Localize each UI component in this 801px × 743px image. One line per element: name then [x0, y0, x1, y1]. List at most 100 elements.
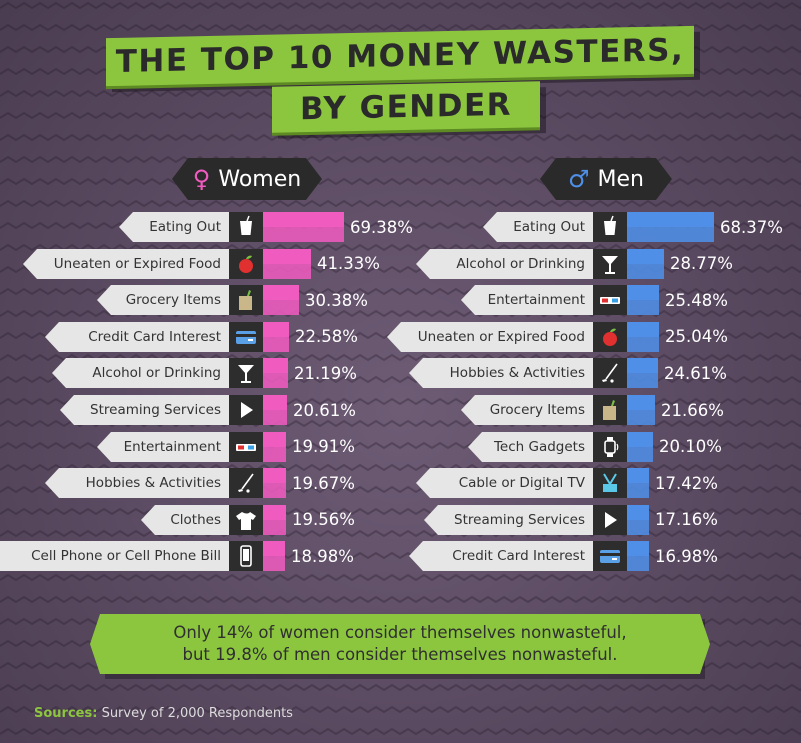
sources-label: Sources:: [34, 706, 98, 721]
women-bar: [263, 358, 288, 389]
women-value-label: 18.98%: [291, 546, 354, 566]
men-value-label: 24.61%: [664, 363, 727, 383]
credit-card-icon: [593, 541, 627, 572]
cell-phone-icon: [229, 541, 263, 572]
women-bar: [263, 431, 286, 462]
men-value-label: 20.10%: [659, 437, 722, 457]
callout-line-1: Only 14% of women consider themselves no…: [173, 623, 627, 642]
men-category-label: Hobbies & Activities: [409, 358, 593, 389]
apple-icon: [229, 248, 263, 279]
women-category-label: Clothes: [141, 504, 229, 535]
women-row: Streaming Services 20.61%: [0, 395, 801, 425]
women-category-label: Uneaten or Expired Food: [23, 248, 229, 279]
cup-icon: [593, 212, 627, 242]
golf-club-icon: [229, 468, 263, 499]
women-category-label: Alcohol or Drinking: [52, 358, 229, 389]
men-value-label: 17.16%: [655, 510, 718, 530]
women-value-label: 30.38%: [305, 290, 368, 310]
women-row: Alcohol or Drinking 21.19%: [0, 358, 801, 389]
men-category-label: Entertainment: [461, 285, 593, 316]
grocery-bag-icon: [229, 285, 263, 316]
men-value-label: 68.37%: [720, 217, 783, 237]
women-value-label: 20.61%: [293, 400, 356, 420]
women-value-label: 19.56%: [292, 510, 355, 530]
smartwatch-icon: [593, 431, 627, 462]
title-line-2: BY GENDER: [272, 81, 540, 133]
men-header: ♂ Men: [540, 158, 672, 200]
play-icon: [593, 504, 627, 535]
male-symbol-icon: ♂: [568, 165, 590, 193]
women-row: Grocery Items 30.38%: [0, 285, 801, 316]
men-bar: [627, 248, 664, 279]
tv-antenna-icon: [593, 468, 627, 499]
tshirt-icon: [229, 504, 263, 535]
summary-callout: Only 14% of women consider themselves no…: [90, 614, 710, 674]
men-row: Entertainment 25.48%: [0, 285, 801, 316]
women-row: Eating Out 69.38%: [0, 212, 801, 242]
men-row: Eating Out 68.37%: [0, 212, 801, 242]
men-value-label: 17.42%: [655, 473, 718, 493]
women-category-label: Cell Phone or Cell Phone Bill: [0, 541, 229, 572]
women-row: Entertainment 19.91%: [0, 431, 801, 462]
women-bar: [263, 468, 286, 499]
female-symbol-icon: ♀: [192, 165, 211, 193]
men-value-label: 16.98%: [655, 546, 718, 566]
men-bar: [627, 431, 653, 462]
women-header: ♀ Women: [172, 158, 322, 200]
men-row: Cable or Digital TV 17.42%: [0, 468, 801, 499]
women-value-label: 21.19%: [294, 363, 357, 383]
men-row: Grocery Items 21.66%: [0, 395, 801, 425]
cocktail-icon: [229, 358, 263, 389]
women-bar: [263, 285, 299, 316]
women-bar: [263, 541, 285, 572]
women-category-label: Streaming Services: [60, 395, 229, 425]
credit-card-icon: [229, 321, 263, 352]
women-value-label: 19.91%: [292, 437, 355, 457]
men-value-label: 25.48%: [665, 290, 728, 310]
men-value-label: 21.66%: [661, 400, 724, 420]
men-category-label: Cable or Digital TV: [416, 468, 593, 499]
men-value-label: 25.04%: [665, 327, 728, 347]
3d-glasses-icon: [229, 431, 263, 462]
men-row: Streaming Services 17.16%: [0, 504, 801, 535]
sources-text: Survey of 2,000 Respondents: [101, 706, 293, 721]
3d-glasses-icon: [593, 285, 627, 316]
women-category-label: Grocery Items: [97, 285, 229, 316]
women-row: Credit Card Interest 22.58%: [0, 321, 801, 352]
women-value-label: 69.38%: [350, 217, 413, 237]
callout-line-2: but 19.8% of men consider themselves non…: [182, 645, 618, 664]
women-bar: [263, 395, 287, 425]
sources-note: Sources: Survey of 2,000 Respondents: [34, 706, 293, 721]
men-category-label: Streaming Services: [424, 504, 593, 535]
men-category-label: Credit Card Interest: [409, 541, 593, 572]
women-bar: [263, 504, 286, 535]
men-row: Hobbies & Activities 24.61%: [0, 358, 801, 389]
men-category-label: Uneaten or Expired Food: [387, 321, 593, 352]
women-row: Hobbies & Activities 19.67%: [0, 468, 801, 499]
play-icon: [229, 395, 263, 425]
women-row: Uneaten or Expired Food 41.33%: [0, 248, 801, 279]
golf-club-icon: [593, 358, 627, 389]
men-bar: [627, 395, 655, 425]
women-category-label: Eating Out: [119, 212, 229, 242]
men-bar: [627, 358, 658, 389]
men-bar: [627, 468, 649, 499]
men-bar: [627, 321, 659, 352]
women-category-label: Hobbies & Activities: [45, 468, 229, 499]
women-bar: [263, 321, 289, 352]
women-value-label: 22.58%: [295, 327, 358, 347]
men-row: Alcohol or Drinking 28.77%: [0, 248, 801, 279]
men-category-label: Alcohol or Drinking: [416, 248, 593, 279]
men-category-label: Tech Gadgets: [468, 431, 593, 462]
men-category-label: Grocery Items: [461, 395, 593, 425]
women-header-label: Women: [218, 166, 302, 192]
cup-icon: [229, 212, 263, 242]
cocktail-icon: [593, 248, 627, 279]
women-value-label: 41.33%: [317, 254, 380, 274]
men-row: Credit Card Interest 16.98%: [0, 541, 801, 572]
men-category-label: Eating Out: [483, 212, 593, 242]
women-category-label: Credit Card Interest: [45, 321, 229, 352]
women-row: Clothes 19.56%: [0, 504, 801, 535]
men-bar: [627, 285, 659, 316]
apple-icon: [593, 321, 627, 352]
